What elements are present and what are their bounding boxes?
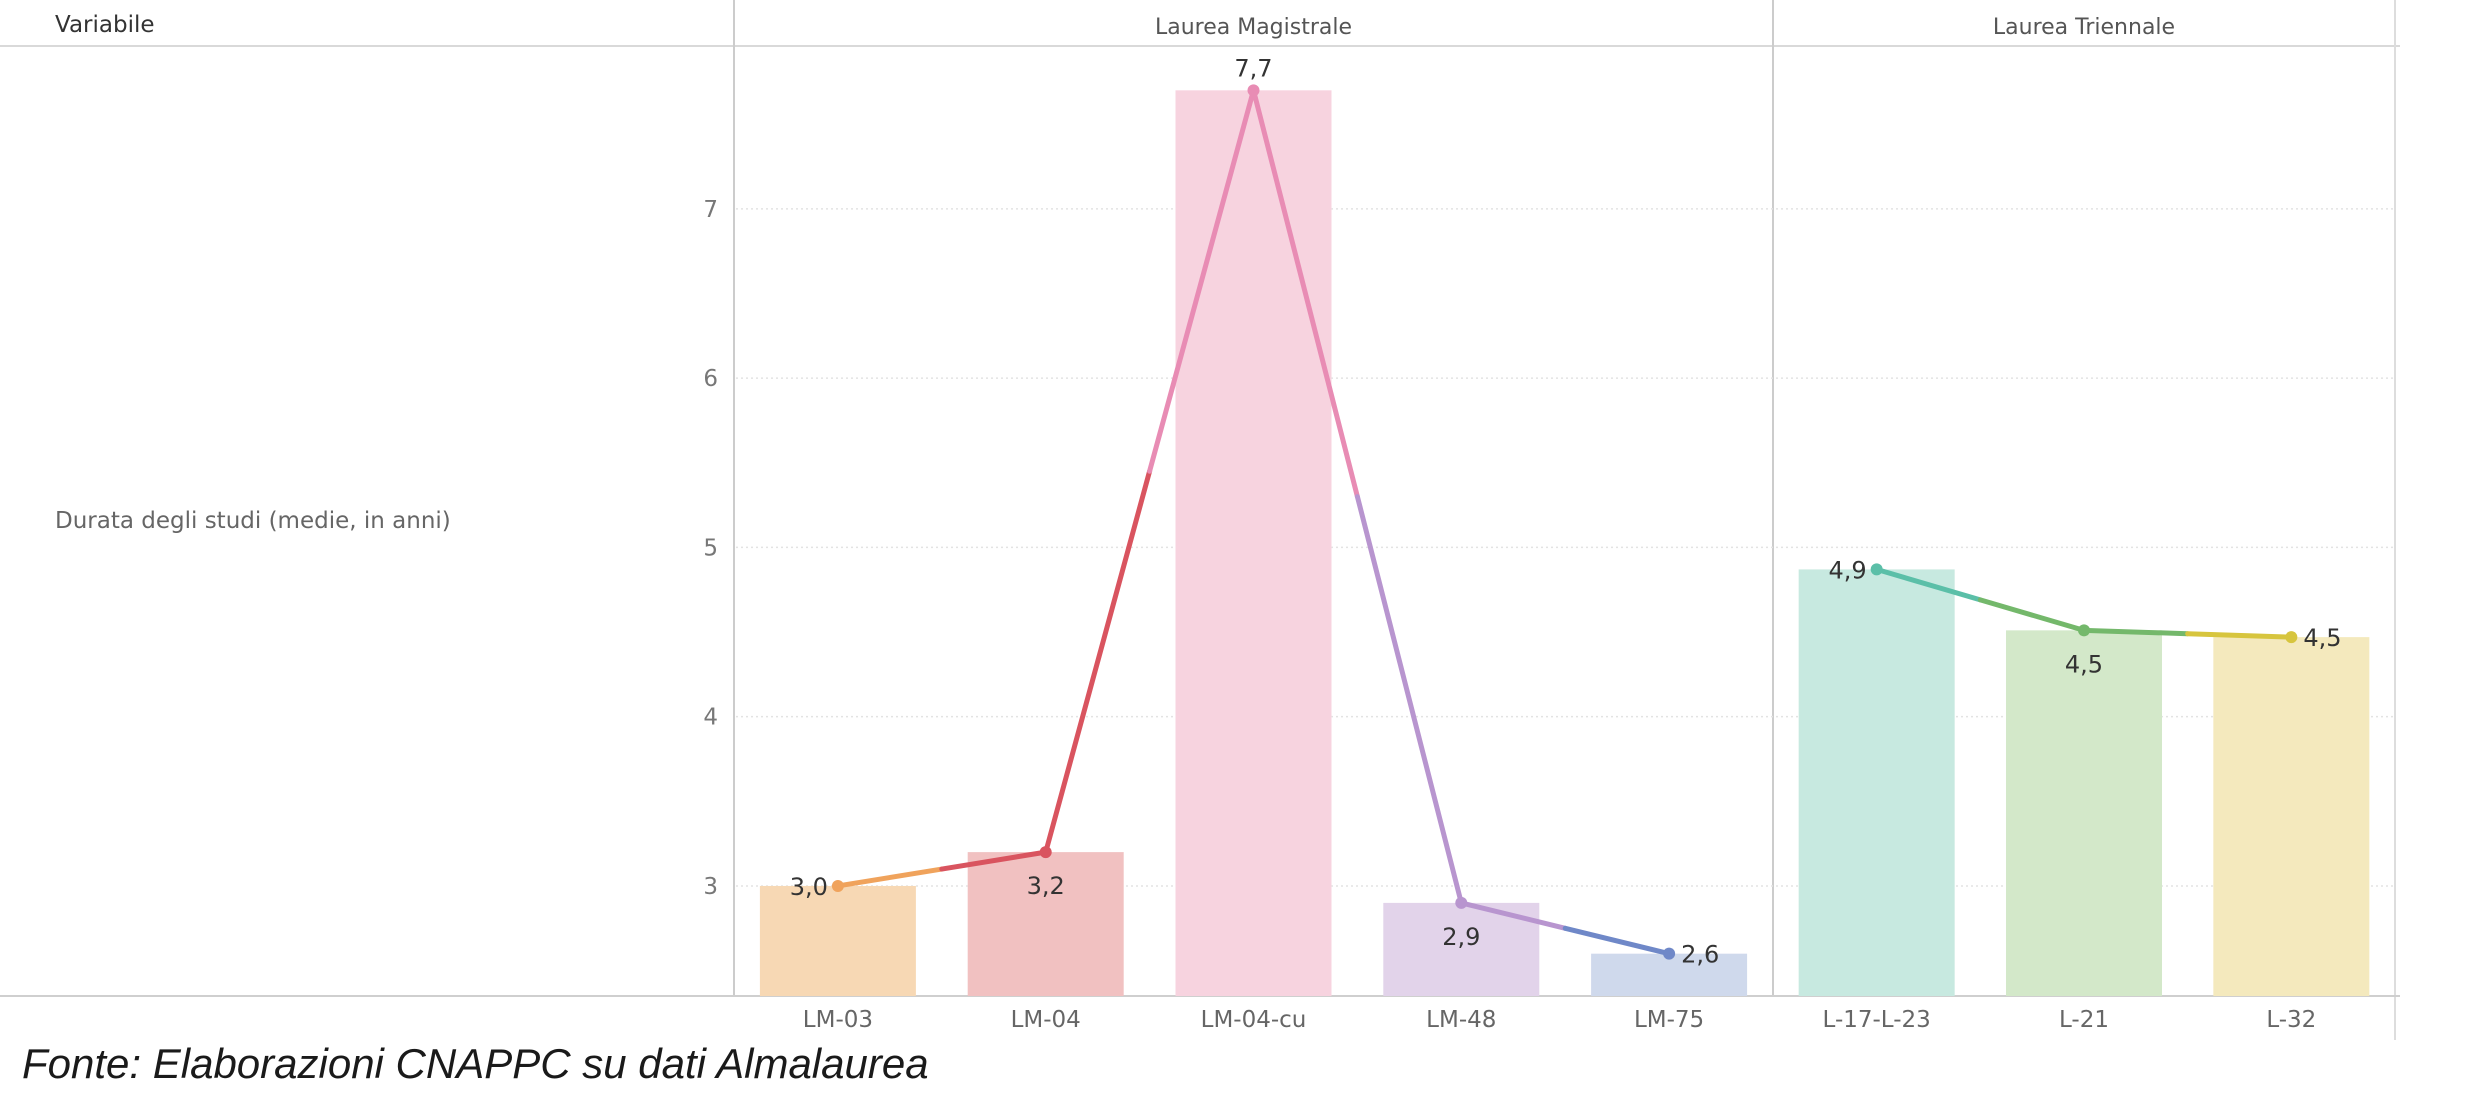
data-labels: 3,0 3,2 7,7 2,9 2,6 4,9 4,5 4,5 xyxy=(790,54,2342,968)
data-label: 7,7 xyxy=(1234,54,1272,82)
data-point xyxy=(1455,896,1468,909)
data-label: 4,9 xyxy=(1828,556,1866,584)
y-tick-label: 7 xyxy=(703,197,718,223)
series-line-segment xyxy=(1251,87,1360,500)
data-label: 3,2 xyxy=(1027,872,1065,900)
data-point xyxy=(2285,631,2298,644)
x-tick-label: L-21 xyxy=(2059,1007,2109,1033)
x-tick-label: LM-04 xyxy=(1011,1007,1081,1033)
series-line-segment xyxy=(1043,468,1153,855)
series-line-segment xyxy=(1458,900,1568,931)
data-point xyxy=(1870,563,1883,576)
bar xyxy=(967,852,1124,996)
y-tick-label: 4 xyxy=(703,705,718,731)
series-lines xyxy=(835,87,2294,957)
data-point xyxy=(1663,947,1676,960)
x-tick-label: LM-75 xyxy=(1634,1007,1704,1033)
bar xyxy=(1591,953,1748,996)
data-point xyxy=(2078,624,2090,637)
x-tick-label: L-17-L-23 xyxy=(1823,1007,1931,1033)
panel-header: Laurea Triennale xyxy=(1993,15,2175,40)
series-line-segment xyxy=(1147,87,1256,474)
series-line-segment xyxy=(1874,566,1983,603)
y-tick-label: 3 xyxy=(703,874,718,900)
source-note: Fonte: Elaborazioni CNAPPC su dati Almal… xyxy=(22,1040,929,1087)
x-axis-ticks: LM-03 LM-04 LM-04-cu LM-48 LM-75 L-17-L-23 L-2… xyxy=(803,1007,2317,1033)
bar xyxy=(2213,637,2370,996)
variable-header: Variabile xyxy=(55,12,155,38)
series-line-segment xyxy=(1562,925,1672,957)
y-axis-ticks: 3 4 5 6 7 xyxy=(703,197,718,900)
series-line-segment xyxy=(2185,631,2294,640)
x-tick-label: LM-04-cu xyxy=(1201,1007,1307,1033)
x-tick-label: LM-48 xyxy=(1426,1007,1496,1033)
bar xyxy=(759,885,916,996)
panel-header: Laurea Magistrale xyxy=(1155,15,1352,40)
data-label: 4,5 xyxy=(2303,624,2341,652)
bar xyxy=(1798,569,1955,996)
points xyxy=(831,84,2298,960)
data-label: 3,0 xyxy=(790,873,828,901)
data-point xyxy=(1247,84,1260,97)
x-tick-label: LM-03 xyxy=(803,1007,873,1033)
data-point xyxy=(1039,846,1052,859)
row-label: Durata degli studi (medie, in anni) xyxy=(55,508,451,534)
panel-headers: Laurea Magistrale Laurea Triennale xyxy=(1155,15,2175,40)
data-label: 4,5 xyxy=(2065,650,2103,678)
series-line-segment xyxy=(939,849,1049,872)
bars xyxy=(759,90,2370,997)
y-tick-label: 6 xyxy=(703,366,718,392)
data-label: 2,6 xyxy=(1681,941,1719,969)
series-line-segment xyxy=(1354,494,1464,906)
bar xyxy=(1383,902,1540,996)
data-label: 2,9 xyxy=(1442,923,1480,951)
x-tick-label: L-32 xyxy=(2266,1007,2316,1033)
series-line-segment xyxy=(2081,627,2191,637)
y-tick-label: 5 xyxy=(703,535,718,561)
series-line-segment xyxy=(835,866,945,889)
bar xyxy=(2006,630,2162,996)
bar xyxy=(1175,90,1332,997)
data-point xyxy=(831,879,844,892)
series-line-segment xyxy=(1977,597,2087,633)
